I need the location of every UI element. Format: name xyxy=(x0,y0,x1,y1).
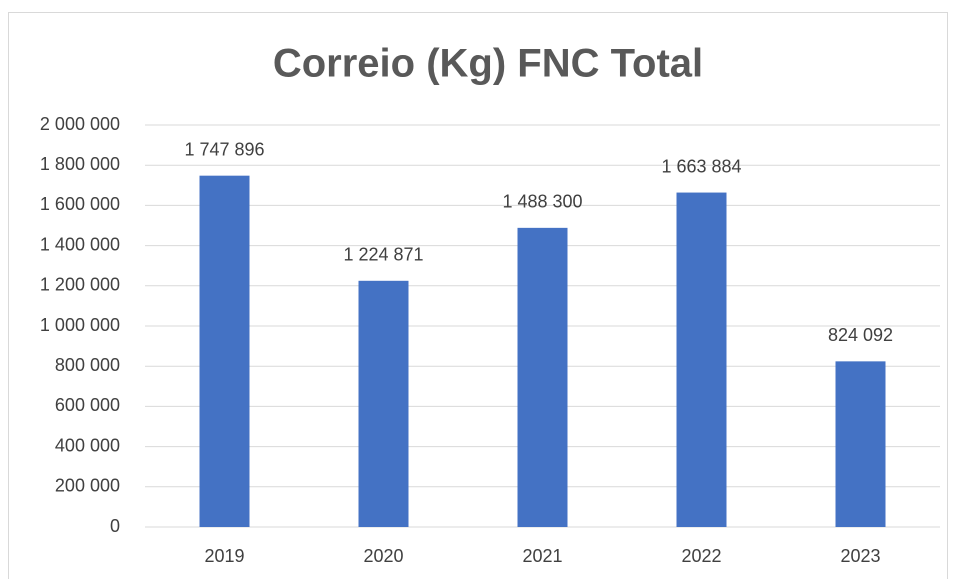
bar xyxy=(835,361,886,527)
x-tick-label: 2019 xyxy=(204,546,244,566)
x-tick-label: 2020 xyxy=(363,546,403,566)
data-label: 824 092 xyxy=(828,325,893,345)
y-tick-label: 0 xyxy=(110,516,120,536)
bar xyxy=(517,227,568,528)
y-tick-label: 200 000 xyxy=(55,476,120,496)
data-label: 1 488 300 xyxy=(502,192,582,212)
y-tick-label: 600 000 xyxy=(55,395,120,415)
chart-title: Correio (Kg) FNC Total xyxy=(273,42,703,86)
y-tick-label: 1 000 000 xyxy=(40,315,120,335)
bar xyxy=(676,192,727,527)
y-tick-label: 400 000 xyxy=(55,435,120,455)
bar xyxy=(199,175,250,527)
chart-frame xyxy=(8,12,948,579)
data-label: 1 224 871 xyxy=(343,245,423,265)
y-tick-label: 1 600 000 xyxy=(40,194,120,214)
y-tick-label: 800 000 xyxy=(55,355,120,375)
y-tick-label: 1 800 000 xyxy=(40,154,120,174)
y-tick-label: 1 400 000 xyxy=(40,234,120,254)
data-label: 1 663 884 xyxy=(661,156,741,176)
y-tick-label: 1 200 000 xyxy=(40,275,120,295)
bar xyxy=(358,280,409,527)
x-tick-label: 2021 xyxy=(522,546,562,566)
y-tick-label: 2 000 000 xyxy=(40,114,120,134)
x-tick-label: 2022 xyxy=(681,546,721,566)
data-label: 1 747 896 xyxy=(184,139,264,159)
x-tick-label: 2023 xyxy=(840,546,880,566)
